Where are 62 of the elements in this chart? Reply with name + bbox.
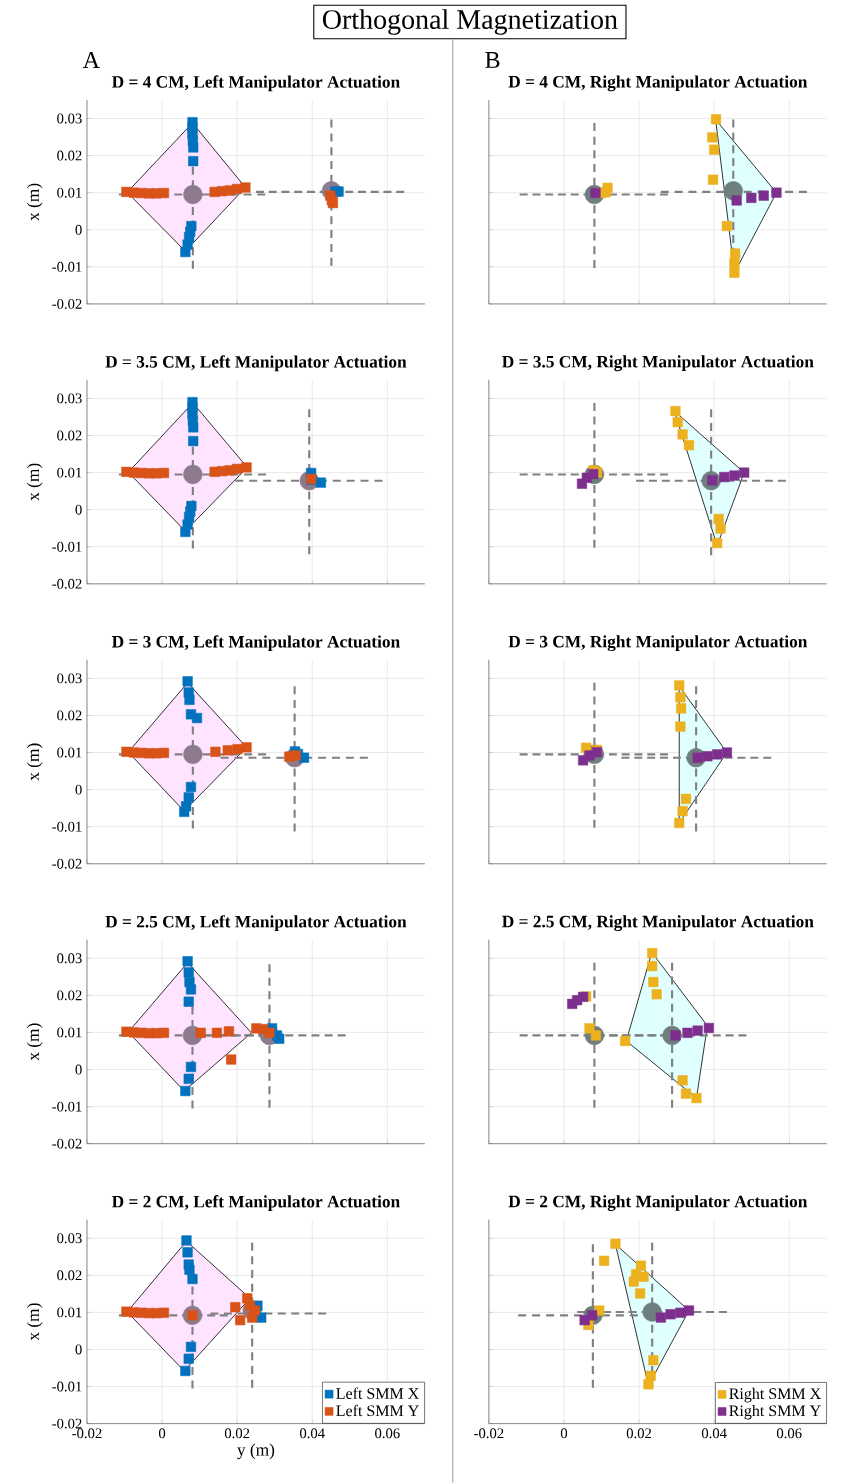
y-tick-label: 0.02 — [57, 430, 82, 441]
y-tick-label: 0 — [75, 504, 82, 515]
y-tick-label: 0.03 — [57, 113, 82, 124]
y-tick-label: 0.01 — [57, 1307, 82, 1318]
y-tick-label: 0 — [75, 784, 82, 795]
chart-title: D = 3 CM, Right Manipulator Actuation — [508, 635, 808, 652]
chart-title: D = 3 CM, Left Manipulator Actuation — [112, 635, 401, 652]
x-tick-label: -0.02 — [474, 1428, 504, 1439]
x-tick-label: 0.02 — [225, 1428, 250, 1439]
y-tick-label: -0.02 — [52, 858, 82, 869]
y-tick-label: -0.02 — [52, 1418, 82, 1429]
y-tick-label: -0.02 — [52, 1138, 82, 1149]
y-tick-label: -0.01 — [52, 541, 82, 552]
y-axis-title: x (m) — [26, 1023, 43, 1061]
legend-label: Right SMM X — [729, 1387, 821, 1403]
y-tick-label: 0.01 — [57, 187, 82, 198]
chart-title: D = 3.5 CM, Left Manipulator Actuation — [105, 355, 407, 372]
y-tick-label: 0.02 — [57, 710, 82, 721]
y-tick-label: 0.03 — [57, 953, 82, 964]
chart-title: D = 2 CM, Right Manipulator Actuation — [508, 1195, 808, 1211]
y-tick-label: 0 — [75, 1064, 82, 1075]
x-tick-label: 0.02 — [626, 1428, 652, 1439]
y-tick-label: 0.01 — [57, 467, 82, 478]
x-axis-title: y (m) — [237, 1443, 275, 1460]
y-tick-label: -0.01 — [52, 261, 82, 272]
y-tick-label: 0.03 — [57, 393, 82, 404]
text: A — [83, 52, 100, 68]
chart-title: D = 4 CM, Right Manipulator Actuation — [508, 75, 808, 92]
y-tick-label: 0.01 — [57, 747, 82, 758]
y-axis-title: x (m) — [26, 1303, 43, 1341]
x-tick-label: 0.04 — [701, 1428, 727, 1439]
y-tick-label: 0.02 — [57, 990, 82, 1001]
x-tick-label: 0.06 — [375, 1428, 400, 1439]
chart-title: D = 2.5 CM, Left Manipulator Actuation — [105, 915, 407, 932]
y-axis-title: x (m) — [26, 183, 43, 221]
y-axis-title: x (m) — [26, 743, 43, 781]
y-tick-label: -0.01 — [52, 1381, 82, 1392]
x-tick-label: 0.06 — [777, 1428, 802, 1439]
x-tick-label: 0 — [560, 1428, 568, 1439]
legend-label: Left SMM Y — [336, 1404, 419, 1417]
y-tick-label: 0.03 — [57, 673, 82, 684]
y-tick-label: -0.02 — [52, 298, 82, 309]
text: Orthogonal Magnetization — [323, 9, 618, 35]
x-tick-label: 0.04 — [300, 1428, 325, 1439]
y-tick-label: 0.03 — [57, 1233, 82, 1244]
x-tick-label: 0 — [159, 1428, 166, 1439]
chart-title: D = 2.5 CM, Right Manipulator Actuation — [502, 915, 814, 932]
y-tick-label: 0 — [75, 224, 82, 235]
legend-label: Left SMM X — [336, 1387, 420, 1399]
chart-title: D = 2 CM, Left Manipulator Actuation — [112, 1195, 401, 1211]
y-tick-label: -0.01 — [52, 821, 82, 832]
y-tick-label: 0.01 — [57, 1027, 82, 1038]
y-tick-label: -0.02 — [52, 578, 82, 589]
y-tick-label: -0.01 — [52, 1101, 82, 1112]
legend-label: Right SMM Y — [729, 1404, 821, 1420]
y-tick-label: 0.02 — [57, 1270, 82, 1281]
chart-title: D = 3.5 CM, Right Manipulator Actuation — [502, 355, 814, 372]
y-tick-label: 0 — [75, 1344, 82, 1355]
y-tick-label: 0.02 — [57, 150, 82, 161]
chart-title: D = 4 CM, Left Manipulator Actuation — [112, 75, 401, 92]
y-axis-title: x (m) — [26, 463, 43, 501]
text: B — [485, 52, 500, 68]
